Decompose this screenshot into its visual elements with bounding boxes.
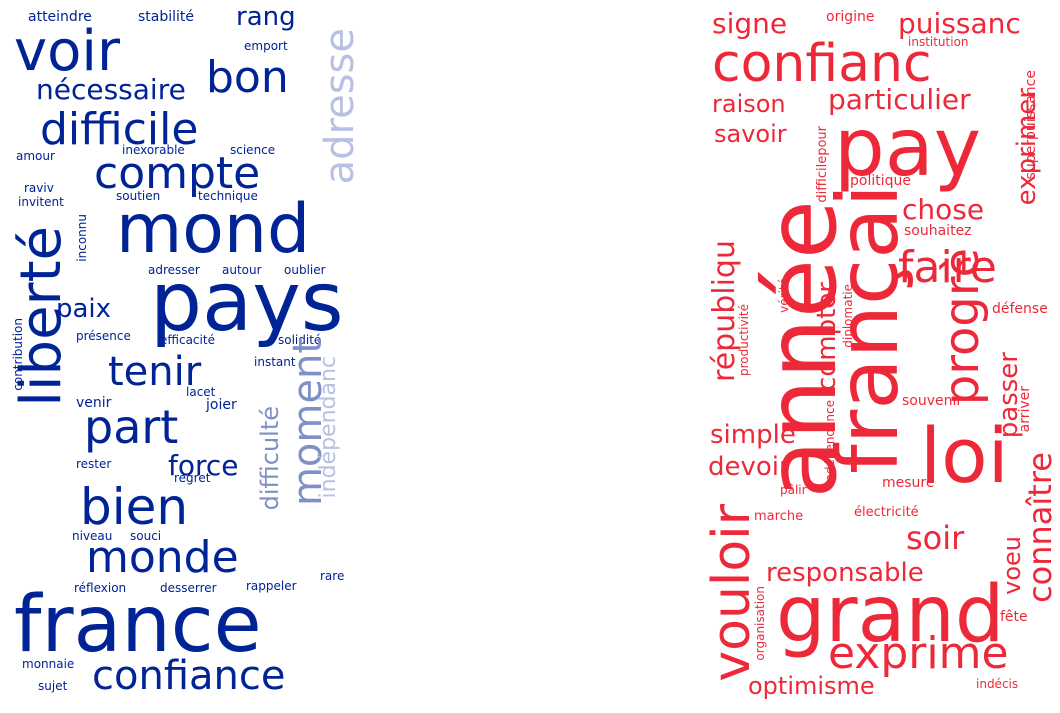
left-cloud-word: bon (206, 52, 289, 103)
right-cloud-word: organisation (753, 586, 767, 661)
left-cloud-word: solidité (278, 333, 322, 347)
right-cloud-word: souhaitez (904, 223, 972, 239)
right-cloud-word: optimisme (748, 672, 875, 700)
word-cloud-right: signe origine puissanc institution confianc s… (690, 0, 1060, 713)
left-cloud-word: desserrer (160, 581, 217, 595)
left-cloud-word: difficulté (256, 406, 284, 511)
left-cloud-word: raviv (24, 181, 54, 195)
right-cloud-word: connaître (1021, 452, 1059, 603)
right-cloud-word: progrè (934, 248, 990, 406)
left-cloud-word: paix (56, 294, 112, 324)
right-cloud-word: particulier (828, 83, 971, 116)
left-cloud-word: difficile (40, 104, 199, 155)
left-cloud-word: france (14, 580, 262, 670)
right-cloud-word: puissanc (898, 7, 1021, 40)
left-cloud-word: instant (254, 355, 296, 369)
left-cloud-word: sujet (38, 679, 68, 693)
right-cloud-word: chose (902, 193, 985, 226)
left-cloud-word: oublier (284, 263, 326, 277)
left-cloud-word: force (168, 449, 239, 482)
left-cloud-word: technique (198, 189, 258, 203)
left-cloud-word: mond (116, 190, 311, 269)
right-cloud-word: vouloir (702, 504, 762, 682)
right-cloud-word: électricité (854, 505, 919, 520)
right-cloud-word: indécis (976, 677, 1019, 691)
left-cloud-word: science (230, 143, 276, 157)
left-cloud-word: rappeler (246, 579, 297, 593)
right-cloud-word: institution (908, 35, 969, 49)
right-cloud-word: exprime (828, 628, 1009, 679)
right-cloud-word: productivité (737, 304, 751, 377)
right-cloud-word: arriver (1017, 386, 1033, 433)
right-cloud-word: soir (906, 519, 965, 557)
right-cloud-word: origine (826, 9, 875, 25)
right-cloud-word: devoir (708, 452, 790, 482)
left-cloud-word: souci (130, 529, 162, 543)
right-cloud-word: loi (920, 411, 1009, 500)
left-cloud-word: autour (222, 263, 262, 277)
left-cloud-word: adresser (148, 263, 200, 277)
left-cloud-word: contribution (11, 318, 25, 391)
right-cloud-word: raison (712, 90, 786, 118)
right-cloud-word: politique (850, 173, 911, 189)
right-cloud-word: pâlir (780, 483, 807, 497)
left-cloud-word: part (84, 400, 179, 454)
right-cloud-word: défense (992, 301, 1048, 317)
right-cloud-word: faire (898, 242, 997, 293)
left-cloud-word: bien (80, 478, 189, 536)
left-cloud-word: emport (244, 39, 288, 53)
right-cloud-word: savoir (714, 120, 787, 148)
right-cloud-word: républiqu (707, 240, 742, 382)
left-cloud-word: rang (236, 2, 296, 32)
right-cloud-word: indépendance (823, 400, 837, 486)
left-cloud-word: tenir (108, 349, 202, 395)
left-cloud-word: réflexion (74, 581, 127, 595)
right-cloud-word: compter (812, 282, 842, 391)
right-cloud-word: marche (754, 509, 804, 524)
left-cloud-word: monnaie (22, 657, 75, 671)
left-cloud-word: amour (16, 149, 55, 163)
left-cloud-word: inconnu (75, 214, 89, 262)
left-cloud-word: lacet (186, 385, 216, 399)
right-cloud-word: diplomatie (841, 284, 855, 348)
left-cloud-word: nécessaire (36, 73, 186, 106)
left-cloud-word: atteindre (28, 9, 92, 25)
left-cloud-word: niveau (72, 529, 113, 543)
left-cloud-word: joier (206, 397, 237, 413)
left-cloud-word: invitent (18, 195, 64, 209)
word-cloud-left: atteindre stabilité rang voir emport bon néces… (0, 0, 370, 713)
left-cloud-word: inexorable (122, 143, 185, 157)
left-cloud-word: confiance (92, 653, 286, 699)
right-cloud-word: pay (834, 101, 982, 194)
left-cloud-word: présence (76, 329, 131, 343)
right-cloud-word: mesure (882, 475, 935, 491)
right-cloud-word: confianc (712, 34, 932, 94)
right-cloud-word: souvenir (902, 393, 963, 409)
left-cloud-word: voir (14, 19, 120, 84)
left-cloud-word: efficacité (160, 333, 215, 347)
left-cloud-word: pays (150, 255, 344, 350)
left-cloud-word: rester (76, 457, 112, 471)
left-cloud-word: regret (174, 471, 211, 485)
right-cloud-word: simple (710, 420, 796, 450)
right-cloud-word: grand (776, 570, 1005, 660)
left-cloud-word: adresse (317, 28, 363, 185)
right-cloud-word: responsable (766, 558, 924, 588)
left-cloud-word: rare (320, 569, 345, 583)
right-cloud-word: vérité (777, 278, 791, 313)
right-cloud-word: fête (1000, 609, 1028, 625)
left-cloud-word: monde (86, 532, 239, 583)
left-cloud-word: indépendanc (316, 356, 341, 499)
right-cloud-word: exprimer (1012, 88, 1042, 206)
right-cloud-word: signe (712, 7, 788, 40)
left-cloud-word: stabilité (138, 9, 195, 25)
left-cloud-word: venir (76, 395, 112, 411)
left-cloud-word: compte (94, 148, 261, 199)
left-cloud-word: soutien (116, 189, 161, 203)
